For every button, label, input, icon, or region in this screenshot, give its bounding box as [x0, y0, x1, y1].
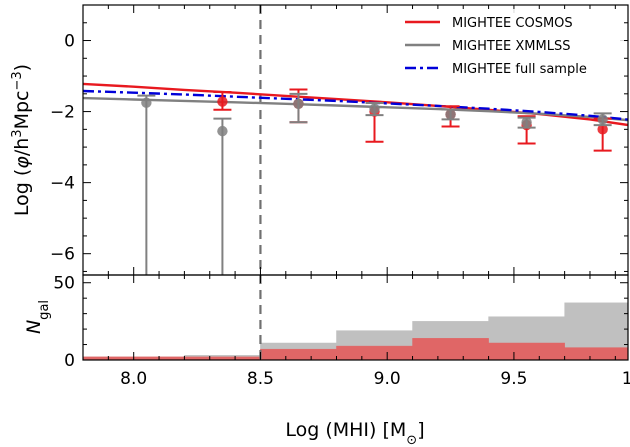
- x-tick-label-0: 8.0: [120, 369, 147, 389]
- x-tick-label-4: 10.0: [622, 369, 630, 389]
- point-mightee-xmmlss-5: [517, 116, 536, 129]
- bottom-y-tick-label-0: 0: [64, 351, 75, 371]
- bottom-y-axis-label: Ngal: [23, 300, 52, 334]
- bottom-panel-frame: [82, 274, 629, 361]
- curve-mightee-xmmlss: [83, 96, 628, 122]
- point-mightee-xmmlss-1: [213, 117, 232, 275]
- x-tick-label-2: 9.0: [374, 369, 401, 389]
- point-mightee-cosmos-5: [593, 117, 612, 152]
- histogram-bar-cosmos-2: [260, 348, 337, 360]
- top-y-tick-label-1: −2: [50, 103, 75, 123]
- top-y-axis-label: Log (φ/h3Mpc−3): [10, 64, 34, 216]
- point-mightee-xmmlss-6: [593, 112, 612, 127]
- histogram-bar-cosmos-4: [412, 338, 489, 360]
- point-mightee-cosmos-0: [213, 91, 232, 111]
- histogram-bars: [83, 302, 628, 360]
- top-y-tick-label-3: −6: [50, 245, 75, 265]
- point-mightee-xmmlss-4: [441, 108, 460, 121]
- histogram-bar-cosmos-5: [488, 342, 565, 360]
- point-mightee-xmmlss-2: [289, 92, 308, 124]
- legend-label-2: MIGHTEE full sample: [452, 62, 587, 77]
- legend: MIGHTEE COSMOS MIGHTEE XMMLSS MIGHTEE full…: [398, 9, 624, 87]
- x-tick-label-3: 9.5: [500, 369, 527, 389]
- histogram-bar-cosmos-6: [564, 347, 628, 360]
- point-mightee-xmmlss-3: [365, 102, 384, 117]
- legend-label-1: MIGHTEE XMMLSS: [452, 39, 571, 54]
- point-mightee-xmmlss-0: [137, 94, 156, 275]
- x-axis-label: Log (MHI) [M⊙]: [285, 419, 424, 447]
- histogram-bar-cosmos-3: [336, 345, 413, 360]
- top-y-tick-label-0: 0: [64, 32, 75, 52]
- fit-curves: [83, 82, 628, 127]
- x-tick-label-1: 8.5: [247, 369, 274, 389]
- curve-mightee-full-sample: [83, 89, 628, 121]
- curve-mightee-cosmos: [83, 82, 628, 127]
- legend-label-0: MIGHTEE COSMOS: [452, 16, 573, 31]
- data-points: [137, 88, 612, 275]
- bottom-y-tick-label-1: 50: [53, 274, 75, 294]
- top-y-tick-label-2: −4: [50, 174, 75, 194]
